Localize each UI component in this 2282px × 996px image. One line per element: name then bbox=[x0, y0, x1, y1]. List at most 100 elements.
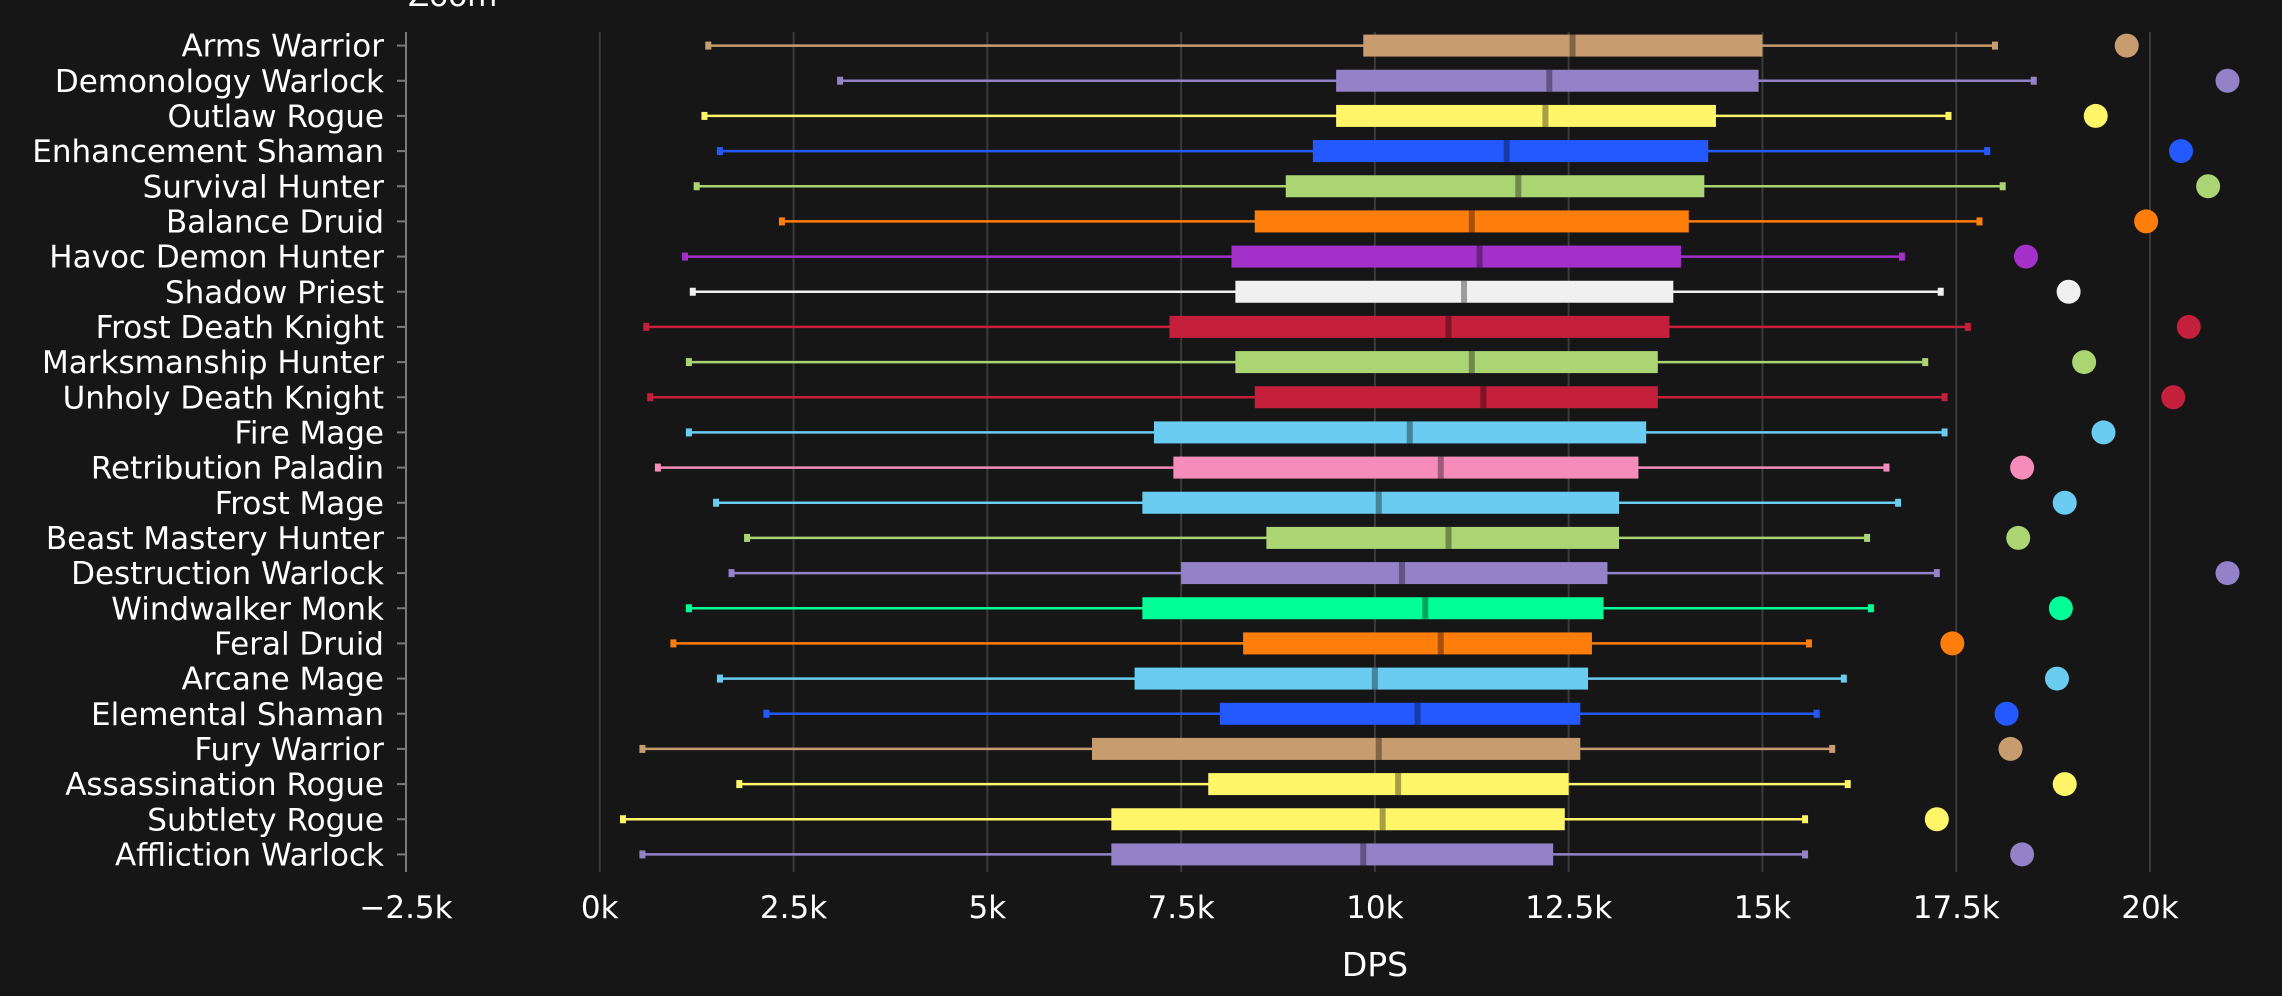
box-body bbox=[1153, 421, 1647, 444]
whisker-min-cap bbox=[701, 111, 708, 120]
y-tick-label: Unholy Death Knight bbox=[63, 380, 384, 416]
box-series bbox=[728, 561, 2240, 586]
whisker-max-cap bbox=[2030, 76, 2037, 85]
outlier-point bbox=[2052, 772, 2077, 797]
median-marker bbox=[1546, 69, 1553, 92]
whisker-max-cap bbox=[1933, 569, 1940, 578]
whisker-max-cap bbox=[1937, 287, 1944, 296]
whisker-max-cap bbox=[1829, 744, 1836, 753]
whisker-max-cap bbox=[1844, 780, 1851, 789]
y-tick-label: Enhancement Shaman bbox=[32, 134, 384, 170]
y-tick-label: Shadow Priest bbox=[165, 275, 384, 311]
box-series bbox=[701, 103, 2108, 128]
median-marker bbox=[1461, 280, 1468, 303]
box-series bbox=[716, 666, 2069, 691]
outlier-point bbox=[2056, 279, 2081, 304]
median-marker bbox=[1437, 632, 1444, 655]
median-marker bbox=[1371, 667, 1378, 690]
whisker-min-cap bbox=[705, 41, 712, 50]
whisker-max-cap bbox=[1945, 111, 1952, 120]
median-marker bbox=[1542, 104, 1549, 127]
box-series bbox=[620, 807, 1949, 832]
y-tick-label: Marksmanship Hunter bbox=[42, 345, 384, 381]
outlier-point bbox=[2013, 244, 2038, 269]
whisker-max-cap bbox=[1964, 322, 1971, 331]
median-marker bbox=[1476, 245, 1483, 268]
whisker-min-cap bbox=[763, 709, 770, 718]
y-tick-label: Arms Warrior bbox=[181, 29, 384, 65]
whisker-min-cap bbox=[693, 182, 700, 191]
y-tick-label: Destruction Warlock bbox=[71, 556, 384, 592]
box-series bbox=[736, 772, 2077, 797]
box-series bbox=[639, 736, 2023, 761]
box-series bbox=[837, 68, 2240, 93]
whisker-min-cap bbox=[647, 393, 654, 402]
box-body bbox=[1254, 386, 1658, 409]
y-tick-label: Fire Mage bbox=[234, 415, 384, 451]
median-marker bbox=[1422, 597, 1429, 620]
box-body bbox=[1231, 245, 1682, 268]
outlier-point bbox=[2215, 68, 2240, 93]
chart-title: Zoom bbox=[408, 0, 497, 14]
x-tick-label: 20k bbox=[2121, 890, 2178, 926]
outlier-point bbox=[1940, 631, 1965, 656]
whisker-max-cap bbox=[1991, 41, 1998, 50]
y-tick-label: Frost Mage bbox=[215, 486, 384, 522]
plot-area bbox=[620, 33, 2240, 867]
outlier-point bbox=[2052, 490, 2077, 515]
median-marker bbox=[1437, 456, 1444, 479]
y-tick-label: Arcane Mage bbox=[182, 662, 384, 698]
box-series bbox=[778, 209, 2159, 234]
box-series bbox=[693, 174, 2221, 199]
x-tick-label: 17.5k bbox=[1913, 890, 2000, 926]
whisker-min-cap bbox=[620, 815, 627, 824]
whisker-min-cap bbox=[654, 463, 661, 472]
median-marker bbox=[1468, 210, 1475, 233]
whisker-max-cap bbox=[1895, 498, 1902, 507]
box-series bbox=[685, 420, 2116, 445]
whisker-min-cap bbox=[670, 639, 677, 648]
y-tick-label: Outlaw Rogue bbox=[167, 99, 384, 135]
whisker-min-cap bbox=[713, 498, 720, 507]
median-marker bbox=[1406, 421, 1413, 444]
whisker-min-cap bbox=[685, 604, 692, 613]
x-tick-label: 15k bbox=[1734, 890, 1791, 926]
median-marker bbox=[1569, 34, 1576, 57]
box-series bbox=[643, 314, 2201, 339]
outlier-point bbox=[2006, 525, 2031, 550]
box-body bbox=[1336, 104, 1716, 127]
y-tick-label: Demonology Warlock bbox=[55, 64, 384, 100]
median-marker bbox=[1395, 773, 1402, 796]
whisker-min-cap bbox=[716, 674, 723, 683]
y-tick-label: Beast Mastery Hunter bbox=[46, 521, 384, 557]
whisker-max-cap bbox=[1805, 639, 1812, 648]
x-tick-label: 10k bbox=[1346, 890, 1403, 926]
whisker-max-cap bbox=[1984, 147, 1991, 156]
whisker-max-cap bbox=[1941, 393, 1948, 402]
box-body bbox=[1243, 632, 1592, 655]
median-marker bbox=[1445, 526, 1452, 549]
box-series bbox=[689, 279, 2081, 304]
box-body bbox=[1142, 491, 1620, 514]
whisker-max-cap bbox=[1867, 604, 1874, 613]
box-series bbox=[654, 455, 2035, 480]
box-series bbox=[713, 490, 2077, 515]
outlier-point bbox=[2176, 314, 2201, 339]
box-series bbox=[670, 631, 1965, 656]
outlier-point bbox=[2010, 455, 2035, 480]
median-marker bbox=[1468, 351, 1475, 374]
median-marker bbox=[1445, 315, 1452, 338]
x-tick-label: 12.5k bbox=[1525, 890, 1612, 926]
whisker-min-cap bbox=[639, 744, 646, 753]
y-tick-label: Windwalker Monk bbox=[111, 591, 384, 627]
y-tick-label: Feral Druid bbox=[214, 626, 384, 662]
whisker-max-cap bbox=[1813, 709, 1820, 718]
box-body bbox=[1312, 140, 1709, 163]
outlier-point bbox=[2044, 666, 2069, 691]
box-body bbox=[1173, 456, 1639, 479]
median-marker bbox=[1480, 386, 1487, 409]
y-tick-label: Havoc Demon Hunter bbox=[49, 240, 384, 276]
whisker-max-cap bbox=[1883, 463, 1890, 472]
median-marker bbox=[1503, 140, 1510, 163]
